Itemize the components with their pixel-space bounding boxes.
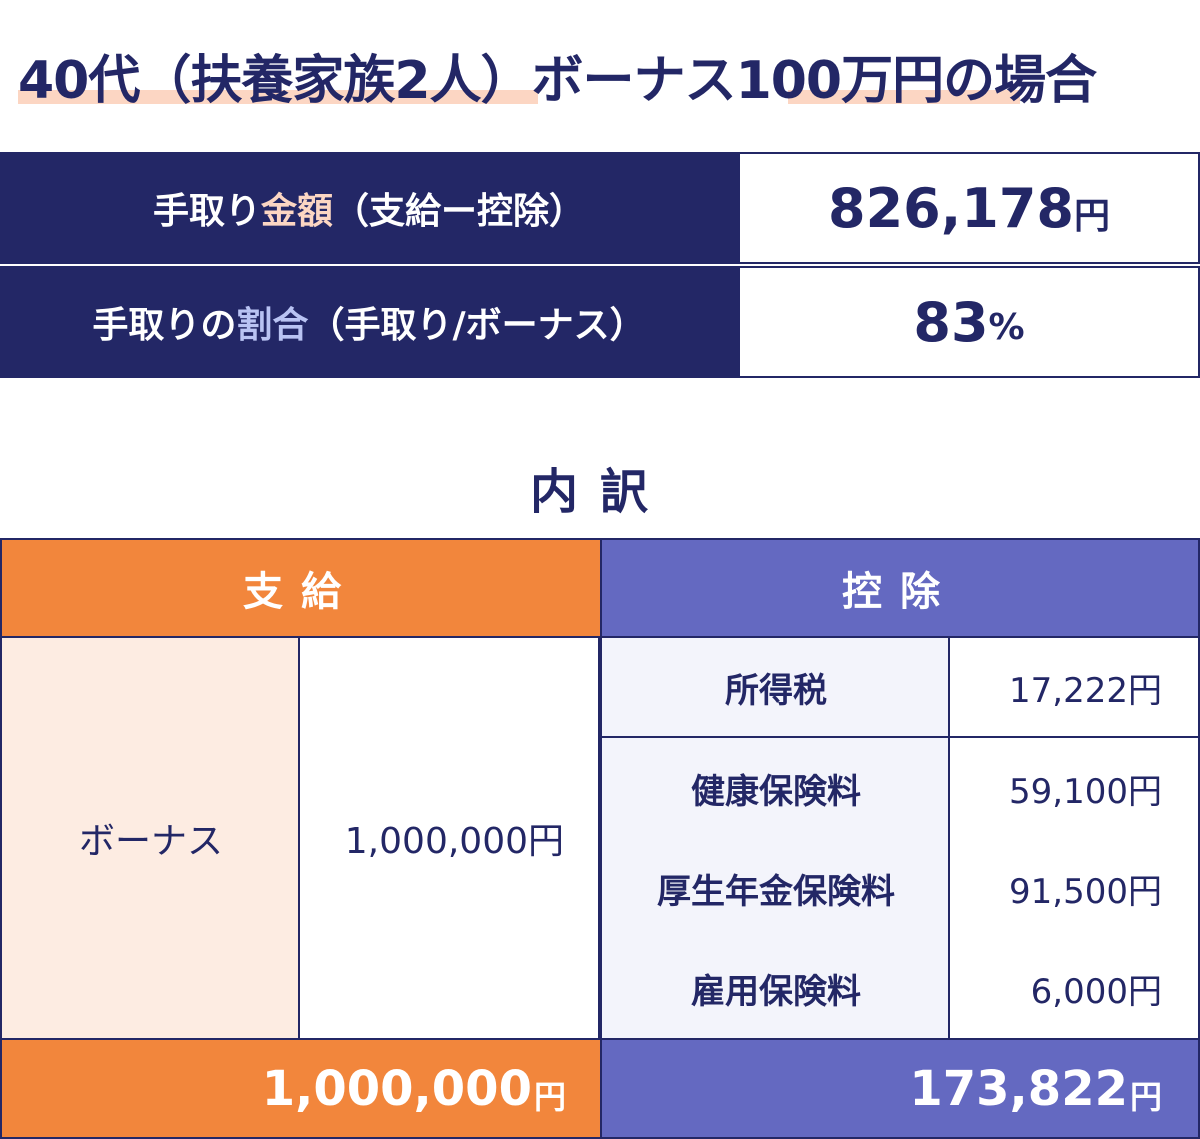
deduction-value-employment-insurance: 6,000円: [948, 938, 1200, 1040]
summary-row-takehome: 手取り 金額 （支給ー控除） 826,178 円: [0, 152, 1200, 264]
summary-row-ratio: 手取りの 割合 （手取り/ボーナス） 83%: [0, 266, 1200, 378]
ratio-unit: %: [988, 306, 1025, 348]
deduction-label-employment-insurance: 雇用保険料: [600, 938, 950, 1040]
deduction-total-unit: 円: [1129, 1077, 1162, 1116]
title-part-2: ボーナス: [531, 51, 737, 111]
title-part-4: の場合: [943, 51, 1097, 111]
deduction-total-amount: 173,822: [909, 1060, 1128, 1117]
pay-total-amount: 1,000,000: [261, 1060, 532, 1117]
takehome-label: 手取り 金額 （支給ー控除）: [0, 152, 738, 264]
title-part-3: 100万円: [735, 51, 945, 111]
deduction-total: 173,822 円: [600, 1038, 1200, 1139]
deduction-label-pension: 厚生年金保険料: [600, 838, 950, 940]
pay-item-label: ボーナス: [0, 636, 300, 1040]
ratio-label-b: 割合: [236, 305, 309, 346]
title-highlight-1: [18, 90, 538, 104]
deduction-label-health-insurance: 健康保険料: [600, 738, 950, 840]
page-title: 40代（扶養家族2人）ボーナス100万円の場合: [18, 38, 1188, 111]
takehome-amount: 826,178: [828, 176, 1074, 240]
deduction-header: 控除: [600, 538, 1200, 638]
takehome-value: 826,178 円: [738, 152, 1200, 264]
ratio-label-a: 手取りの: [92, 305, 237, 346]
title-highlight-2: [788, 90, 1020, 104]
title-part-1: 40代（扶養家族2人）: [18, 51, 533, 111]
pay-total: 1,000,000 円: [0, 1038, 600, 1139]
takehome-unit: 円: [1073, 196, 1110, 237]
pay-item-value: 1,000,000円: [298, 636, 600, 1040]
ratio-value: 83%: [738, 266, 1200, 378]
deduction-label-income-tax: 所得税: [600, 636, 950, 738]
deduction-value-income-tax: 17,222円: [948, 636, 1200, 738]
ratio-label: 手取りの 割合 （手取り/ボーナス）: [0, 266, 738, 378]
deduction-value-pension: 91,500円: [948, 838, 1200, 940]
takehome-label-c: （支給ー控除）: [333, 191, 586, 232]
breakdown-heading: 内訳: [529, 464, 670, 520]
takehome-label-b: 金額: [260, 191, 333, 232]
pay-header: 支給: [0, 538, 600, 638]
deduction-value-health-insurance: 59,100円: [948, 738, 1200, 840]
takehome-label-a: 手取り: [152, 191, 261, 232]
pay-total-unit: 円: [533, 1077, 566, 1116]
ratio-label-c: （手取り/ボーナス）: [308, 305, 646, 346]
ratio-amount: 83: [913, 290, 989, 354]
